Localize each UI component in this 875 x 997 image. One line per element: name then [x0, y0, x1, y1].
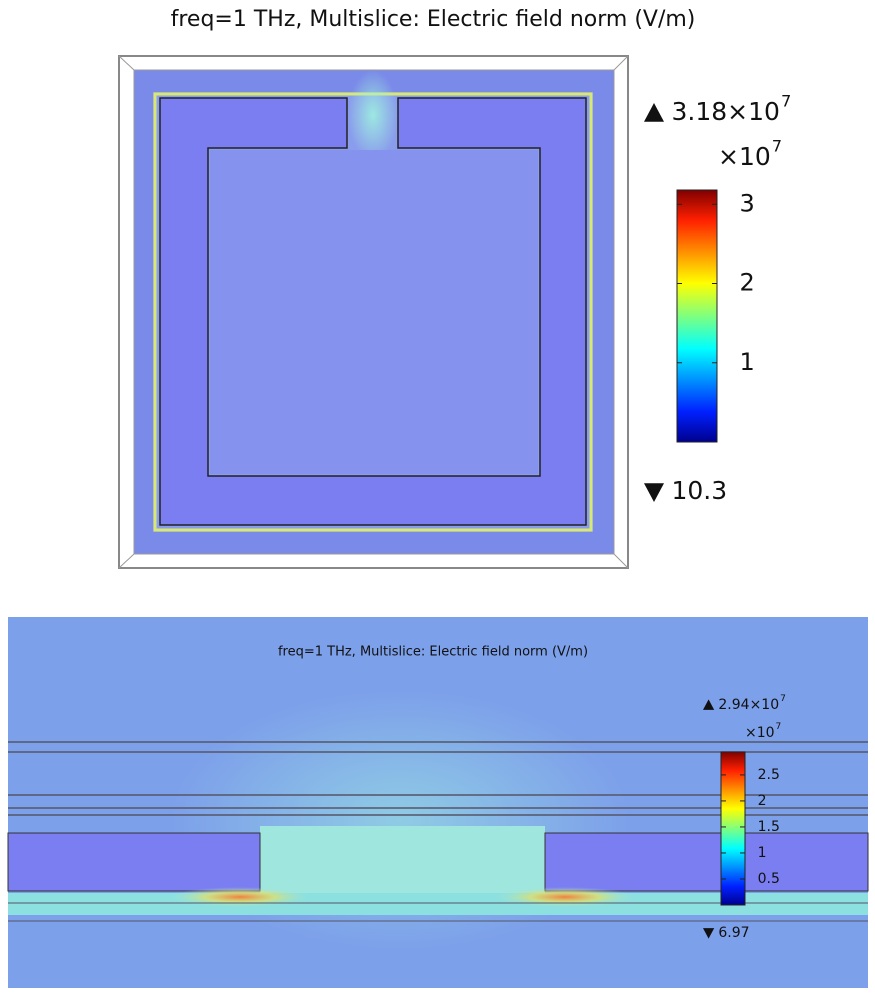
multiplier-exponent: 7	[772, 136, 782, 155]
multiplier: ×10	[745, 725, 775, 741]
max-exponent: 7	[780, 694, 786, 704]
min-label: 6.97	[718, 925, 749, 941]
colorbar	[676, 189, 718, 443]
colorbar-tick-label: 1.5	[758, 819, 780, 835]
min-marker	[703, 928, 715, 939]
bottom-geometry	[7, 617, 869, 988]
colorbar-tick-label: 2.5	[758, 767, 780, 783]
min-label: 10.3	[672, 476, 728, 505]
max-label: 3.18×10	[672, 97, 780, 126]
plot-title: freq=1 THz, Multislice: Electric field n…	[171, 7, 696, 32]
colorbar-tick-label: 2	[740, 269, 755, 297]
top-geometry	[118, 55, 629, 569]
colorbar	[720, 751, 746, 906]
multiplier: ×10	[718, 142, 771, 171]
multiplier-exponent: 7	[776, 722, 782, 732]
max-label: 2.94×10	[718, 697, 779, 713]
max-marker	[703, 699, 715, 710]
colorbar-tick-label: 1	[740, 348, 755, 376]
plot-title: freq=1 THz, Multislice: Electric field n…	[278, 645, 588, 660]
colorbar-tick-label: 2	[758, 793, 767, 809]
colorbar-tick-label: 1	[758, 845, 767, 861]
colorbar-tick-label: 0.5	[758, 871, 780, 887]
min-marker	[644, 483, 664, 502]
max-exponent: 7	[781, 91, 791, 110]
max-marker	[644, 103, 664, 122]
colorbar-tick-label: 3	[740, 189, 755, 217]
